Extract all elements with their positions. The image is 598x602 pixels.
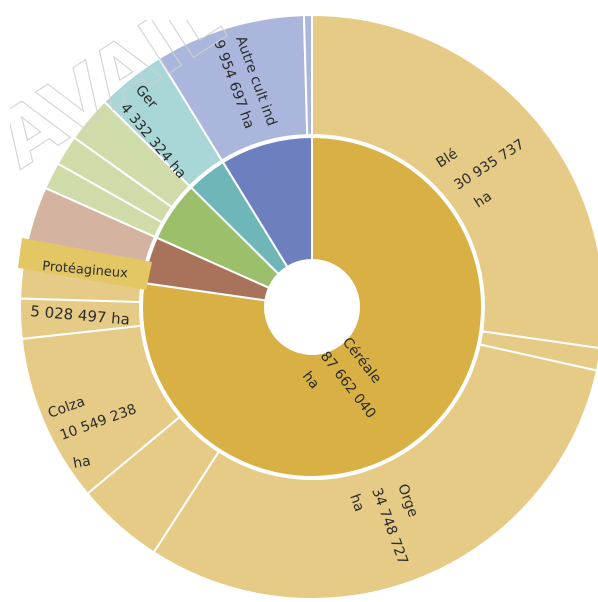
center-hole	[265, 260, 359, 354]
outer-segment-13[interactable]	[302, 13, 313, 137]
outer-segment-2[interactable]	[152, 343, 598, 600]
outer-ring	[19, 13, 598, 600]
outer-segment-0[interactable]	[311, 13, 598, 349]
protéagineux-label-box	[18, 238, 152, 290]
ble-unit-label: ha	[471, 188, 494, 211]
orge-unit-label: ha	[346, 492, 367, 514]
colza-unit-label: ha	[72, 453, 92, 472]
proteagineux-name-label: Protéagineux	[42, 259, 129, 281]
inner-ring	[141, 135, 483, 478]
